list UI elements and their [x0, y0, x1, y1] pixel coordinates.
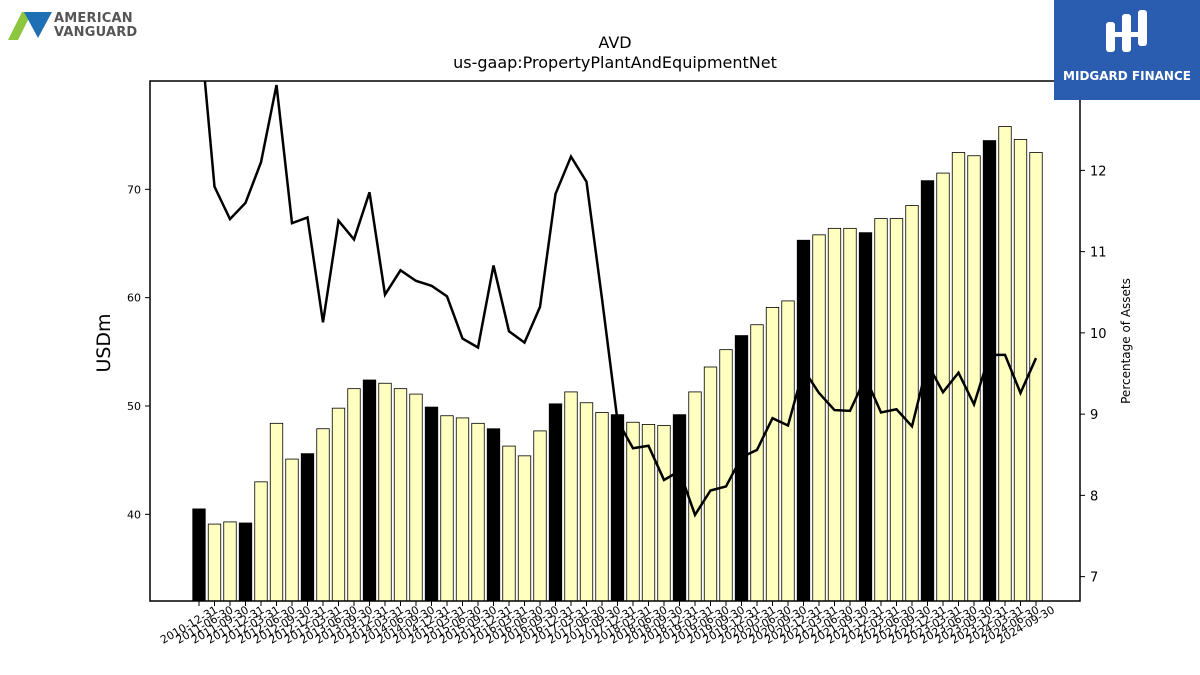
bar [238, 522, 253, 602]
y2-tick-label: 8 [1090, 489, 1098, 504]
right-logo-text: MIDGARD FINANCE [1063, 69, 1191, 83]
bar [347, 388, 361, 602]
line-series [203, 81, 1038, 518]
y2-tick-label: 7 [1090, 571, 1098, 586]
bar [192, 508, 206, 602]
bar [207, 523, 222, 602]
bar [455, 417, 470, 602]
bar [796, 239, 811, 602]
bar [440, 415, 454, 602]
bar [688, 391, 702, 602]
bar [362, 379, 377, 602]
y2-tick-label: 10 [1090, 327, 1107, 342]
bar [254, 481, 268, 602]
y-tick-label: 60 [127, 292, 141, 305]
bar [920, 180, 935, 602]
bar [269, 422, 284, 602]
bar [858, 232, 873, 602]
bar [595, 412, 609, 602]
left-logo-line1: AMERICAN [54, 11, 133, 26]
bar [1029, 152, 1043, 602]
bar [548, 403, 563, 602]
y2-tick-label: 11 [1090, 246, 1107, 261]
bar [1013, 139, 1028, 602]
bar [285, 458, 299, 602]
midgard-logo-mark-icon [1106, 10, 1147, 52]
bar [905, 205, 919, 602]
bar [967, 155, 981, 602]
bar [610, 414, 625, 602]
bar [533, 430, 547, 602]
y-tick-label: 40 [127, 508, 141, 521]
bar [378, 382, 392, 602]
y2-tick-label: 12 [1090, 164, 1107, 179]
bar [843, 227, 857, 602]
bar [750, 324, 764, 602]
bar [827, 227, 842, 602]
bar [734, 335, 749, 602]
bar [471, 422, 485, 602]
y2-tick-label: 9 [1090, 408, 1098, 423]
y-tick-label: 50 [127, 400, 141, 413]
bar [672, 414, 687, 602]
bar [331, 407, 346, 602]
chart-title: AVD [598, 33, 631, 52]
bar [812, 234, 826, 602]
bar [703, 366, 718, 602]
american-vanguard-logo-mark-icon [8, 12, 52, 40]
bar [409, 393, 423, 602]
bar [564, 391, 578, 602]
bar [657, 425, 671, 602]
axes: 40506070789101112132010-12-312011-06-302… [127, 80, 1107, 647]
y-axis-label: USDm [93, 313, 115, 372]
y2-axis-label: Percentage of Assets [1119, 278, 1133, 404]
bar [486, 428, 501, 602]
bar [517, 455, 532, 602]
chart-subtitle: us-gaap:PropertyPlantAndEquipmentNet [453, 53, 777, 72]
bar [424, 406, 439, 602]
american-vanguard-logo: AMERICAN VANGUARD [8, 8, 168, 44]
bar [316, 428, 330, 602]
bar [719, 349, 733, 602]
bar [781, 300, 795, 602]
bar-series [192, 126, 1043, 602]
bar [579, 402, 594, 602]
midgard-finance-logo: MIDGARD FINANCE [1054, 0, 1200, 100]
bar [393, 388, 408, 602]
bar [641, 424, 656, 602]
percentage-line [203, 81, 1038, 518]
bar [765, 307, 780, 602]
y-tick-label: 70 [127, 183, 141, 196]
bar [300, 453, 315, 602]
bar [502, 445, 516, 602]
plot-frame [149, 80, 1081, 602]
bar [223, 521, 237, 602]
left-logo-line2: VANGUARD [54, 25, 138, 40]
